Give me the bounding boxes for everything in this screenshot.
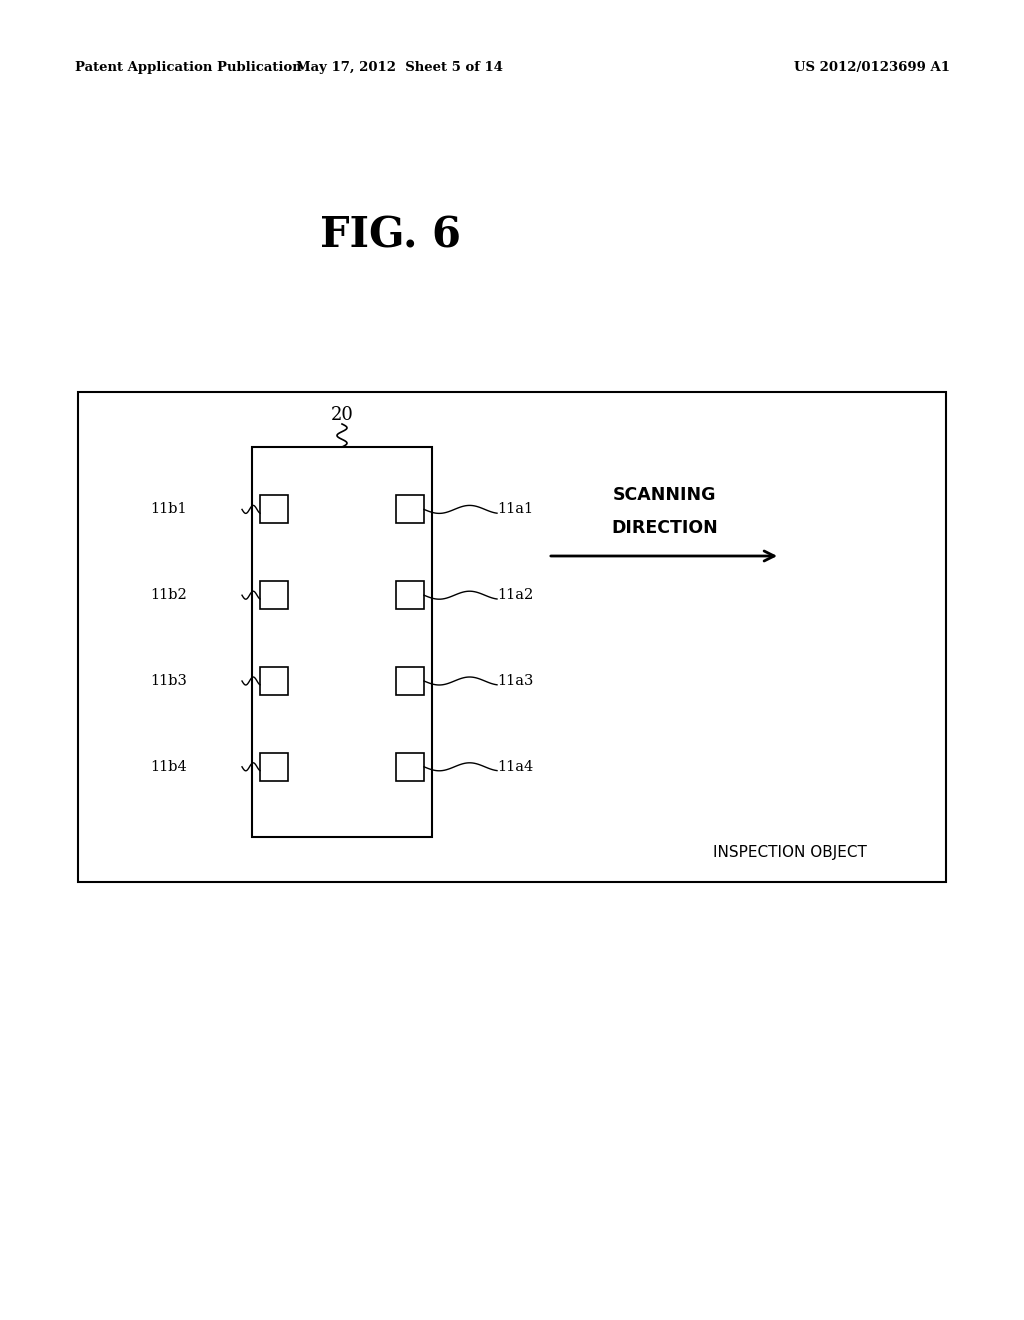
Text: 11a4: 11a4: [497, 760, 534, 774]
Text: 11a1: 11a1: [497, 503, 534, 516]
Text: DIRECTION: DIRECTION: [611, 519, 719, 537]
Text: 20: 20: [331, 407, 353, 424]
Bar: [252, 447, 432, 837]
Bar: [396, 667, 424, 696]
Bar: [78, 392, 946, 882]
Text: Patent Application Publication: Patent Application Publication: [75, 62, 302, 74]
Text: 11a2: 11a2: [497, 589, 534, 602]
Bar: [396, 495, 424, 524]
Text: 11b1: 11b1: [151, 503, 187, 516]
Text: 11b3: 11b3: [151, 675, 187, 688]
Text: US 2012/0123699 A1: US 2012/0123699 A1: [794, 62, 950, 74]
Text: May 17, 2012  Sheet 5 of 14: May 17, 2012 Sheet 5 of 14: [297, 62, 504, 74]
Bar: [260, 667, 288, 696]
Bar: [396, 581, 424, 610]
Bar: [260, 495, 288, 524]
Text: 11a3: 11a3: [497, 675, 534, 688]
Bar: [260, 752, 288, 781]
Text: SCANNING: SCANNING: [613, 486, 717, 504]
Text: FIG. 6: FIG. 6: [319, 214, 461, 256]
Text: 11b2: 11b2: [151, 589, 187, 602]
Text: INSPECTION OBJECT: INSPECTION OBJECT: [713, 845, 867, 859]
Bar: [260, 581, 288, 610]
Bar: [396, 752, 424, 781]
Text: 11b4: 11b4: [151, 760, 187, 774]
